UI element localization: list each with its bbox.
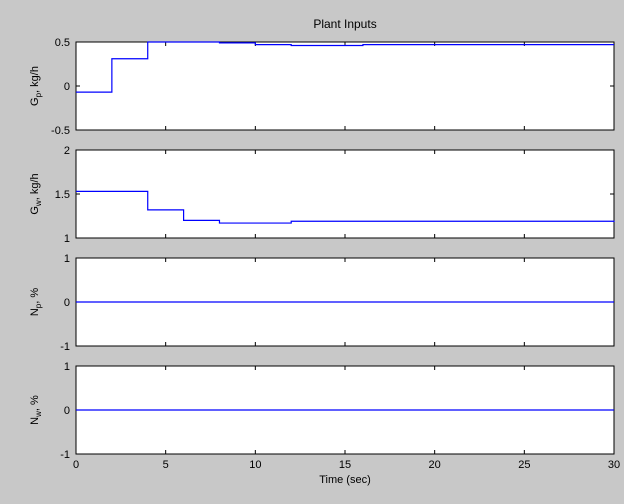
y-axis-label: Gp, kg/h bbox=[29, 66, 43, 106]
y-axis-label-subscript: w bbox=[34, 200, 43, 207]
y-axis-label-subscript: p bbox=[34, 92, 43, 97]
y-tick-label: -0.5 bbox=[51, 125, 70, 137]
subplot-1: -0.5 0 0.5 Gp, kg/h bbox=[29, 37, 615, 137]
y-axis-label-main: N bbox=[29, 308, 41, 316]
x-tick-label: 10 bbox=[249, 459, 261, 471]
y-axis-label-main: G bbox=[29, 206, 41, 215]
y-axis-label: Np, % bbox=[29, 288, 43, 317]
x-tick-label: 20 bbox=[429, 459, 441, 471]
figure-title: Plant Inputs bbox=[313, 17, 376, 31]
y-tick-label: 0 bbox=[64, 405, 70, 417]
y-tick-label: -1 bbox=[60, 449, 70, 461]
y-axis-label-unit: , % bbox=[29, 395, 41, 411]
y-axis-label-unit: , % bbox=[29, 288, 41, 304]
axes-box bbox=[75, 41, 615, 131]
subplot-3: -1 0 1 Np, % bbox=[29, 253, 615, 353]
y-axis-label-main: G bbox=[29, 97, 41, 106]
y-tick-label: 0 bbox=[64, 297, 70, 309]
y-axis-label-subscript: p bbox=[34, 303, 43, 308]
subplot-2: 1 1.5 2 Gw, kg/h bbox=[29, 145, 615, 245]
x-tick-label: 25 bbox=[518, 459, 530, 471]
x-tick-label: 15 bbox=[339, 459, 351, 471]
y-axis-label: Gw, kg/h bbox=[29, 173, 43, 214]
y-axis-label-unit: , kg/h bbox=[29, 66, 41, 93]
x-tick-label: 30 bbox=[608, 459, 620, 471]
x-tick-label: 0 bbox=[73, 459, 79, 471]
y-tick-label: -1 bbox=[60, 341, 70, 353]
y-axis-label-main: N bbox=[29, 417, 41, 425]
series-line bbox=[76, 190, 615, 224]
series-line bbox=[76, 41, 614, 93]
y-axis-label-unit: , kg/h bbox=[29, 173, 41, 200]
y-axis-label: Nw, % bbox=[29, 395, 43, 425]
y-tick-label: 0.5 bbox=[55, 37, 70, 49]
axes-box bbox=[75, 149, 615, 239]
y-tick-label: 1 bbox=[64, 253, 70, 265]
y-tick-label: 1 bbox=[64, 233, 70, 245]
y-tick-label: 0 bbox=[64, 81, 70, 93]
x-tick-label: 5 bbox=[163, 459, 169, 471]
x-axis-label: Time (sec) bbox=[319, 474, 371, 486]
y-tick-label: 2 bbox=[64, 145, 70, 157]
y-tick-label: 1 bbox=[64, 361, 70, 373]
y-axis-label-subscript: w bbox=[34, 411, 43, 418]
y-tick-label: 1.5 bbox=[55, 189, 70, 201]
